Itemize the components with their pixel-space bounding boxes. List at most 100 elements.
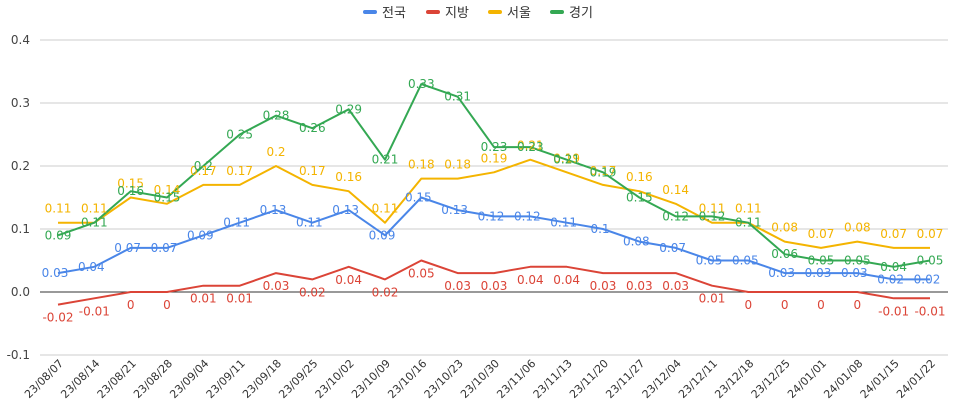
data-label: 0.19	[553, 151, 580, 165]
data-label: 0.15	[117, 177, 144, 191]
data-label: 0.16	[335, 170, 362, 184]
data-label: 0.03	[626, 279, 653, 293]
data-label: 0.23	[481, 140, 508, 154]
series-line-3	[58, 158, 930, 249]
series-line-4	[57, 83, 931, 268]
x-tick-label: 24/01/22	[894, 357, 938, 401]
data-label: 0.04	[553, 273, 580, 287]
data-label: 0	[854, 298, 862, 312]
data-label: 0.13	[441, 203, 468, 217]
data-label: 0.11	[735, 216, 762, 230]
data-label: 0.07	[880, 227, 907, 241]
data-label: 0.29	[335, 102, 362, 116]
data-label: 0.07	[917, 227, 944, 241]
y-tick-label: 0.1	[11, 222, 30, 236]
x-tick-label: 23/10/02	[313, 357, 357, 401]
data-label: 0.11	[296, 216, 323, 230]
legend: 전국 지방 서울 경기	[363, 6, 593, 21]
data-label: 0.2	[266, 145, 285, 159]
data-label: 0.21	[517, 139, 544, 153]
x-tick-label: 23/09/11	[204, 357, 248, 401]
data-label: 0.05	[408, 267, 435, 281]
data-label: -0.01	[914, 304, 945, 318]
data-label: 0.12	[478, 209, 505, 223]
data-label: 0.13	[332, 203, 359, 217]
data-label: 0.04	[78, 260, 105, 274]
data-label: 0.03	[590, 279, 617, 293]
data-label: 0.11	[45, 202, 72, 216]
data-label: 0.26	[299, 121, 326, 135]
data-label: 0.15	[626, 191, 653, 205]
data-label: 0.02	[914, 272, 941, 286]
data-label: -0.01	[79, 304, 110, 318]
data-label: 0.11	[372, 202, 399, 216]
data-label: 0.08	[844, 221, 871, 235]
y-tick-label: -0.1	[7, 348, 30, 362]
data-label: 0.15	[154, 191, 181, 205]
data-label: 0.12	[514, 209, 541, 223]
data-label: 0.11	[223, 216, 250, 230]
data-label: 0.31	[444, 90, 471, 104]
data-label: 0.11	[550, 216, 577, 230]
data-label: 0.01	[190, 292, 217, 306]
data-label: 0.05	[808, 254, 835, 268]
data-label: 0.07	[808, 227, 835, 241]
data-label: 0.11	[81, 216, 108, 230]
legend-label: 서울	[507, 6, 531, 21]
data-label: 0.28	[263, 109, 290, 123]
data-label: 0.13	[260, 203, 287, 217]
data-label: 0.19	[481, 151, 508, 165]
data-label: 0.23	[517, 140, 544, 154]
data-label: 0.05	[732, 254, 759, 268]
data-label: 0.16	[626, 170, 653, 184]
data-label: 0.01	[699, 292, 726, 306]
data-label: 0.18	[408, 158, 435, 172]
y-tick-label: 0.4	[11, 33, 30, 47]
data-label: 0.04	[880, 260, 907, 274]
data-label: 0.09	[45, 228, 72, 242]
data-label: 0.19	[590, 165, 617, 179]
data-label: 0.12	[699, 209, 726, 223]
data-label: 0.05	[696, 254, 723, 268]
data-label: 0.16	[117, 184, 144, 198]
data-label: 0.08	[623, 235, 650, 249]
data-label: 0.03	[768, 266, 795, 280]
data-label: 0.1	[590, 222, 609, 236]
data-label: 0.08	[771, 221, 798, 235]
y-axis: -0.1 0.0 0.1 0.2 0.3 0.4	[7, 33, 30, 362]
x-tick-label: 24/01/15	[858, 357, 902, 401]
data-label: 0.03	[263, 279, 290, 293]
data-labels: 0.03 0.04 0.07 0.07 0.09 0.11 0.13 0.11 0.13 0.09…	[42, 77, 946, 325]
data-label: 0.07	[114, 241, 141, 255]
data-label: 0.03	[444, 279, 471, 293]
legend-label: 경기	[569, 6, 593, 21]
x-tick-label: 23/12/25	[749, 357, 793, 401]
gridlines	[40, 39, 948, 356]
x-tick-label: 23/12/04	[640, 357, 684, 401]
series-line-1	[57, 196, 930, 281]
legend-label: 전국	[382, 6, 406, 21]
data-label: 0.04	[335, 273, 362, 287]
data-label: 0.25	[226, 128, 253, 142]
x-tick-label: 23/11/13	[531, 357, 575, 401]
data-label: 0.11	[81, 202, 108, 216]
data-label: 0.17	[299, 164, 326, 178]
data-label: -0.01	[878, 304, 909, 318]
data-label: 0.03	[481, 279, 508, 293]
data-label: 0.33	[408, 77, 435, 91]
data-label: 0.03	[841, 266, 868, 280]
data-label: 0.21	[553, 153, 580, 167]
x-tick-label: 23/08/21	[95, 357, 139, 401]
series-lines	[57, 83, 931, 306]
y-tick-label: 0.0	[11, 285, 30, 299]
data-label: 0.01	[226, 292, 253, 306]
y-tick-label: 0.2	[11, 159, 30, 173]
data-label: 0.03	[805, 266, 832, 280]
data-label: 0.12	[662, 209, 689, 223]
data-label: 0.03	[662, 279, 689, 293]
data-label: 0.17	[190, 164, 217, 178]
data-label: 0.14	[154, 183, 181, 197]
data-label: 0	[817, 298, 825, 312]
data-label: 0.09	[187, 228, 214, 242]
x-tick-label: 23/10/23	[422, 357, 466, 401]
